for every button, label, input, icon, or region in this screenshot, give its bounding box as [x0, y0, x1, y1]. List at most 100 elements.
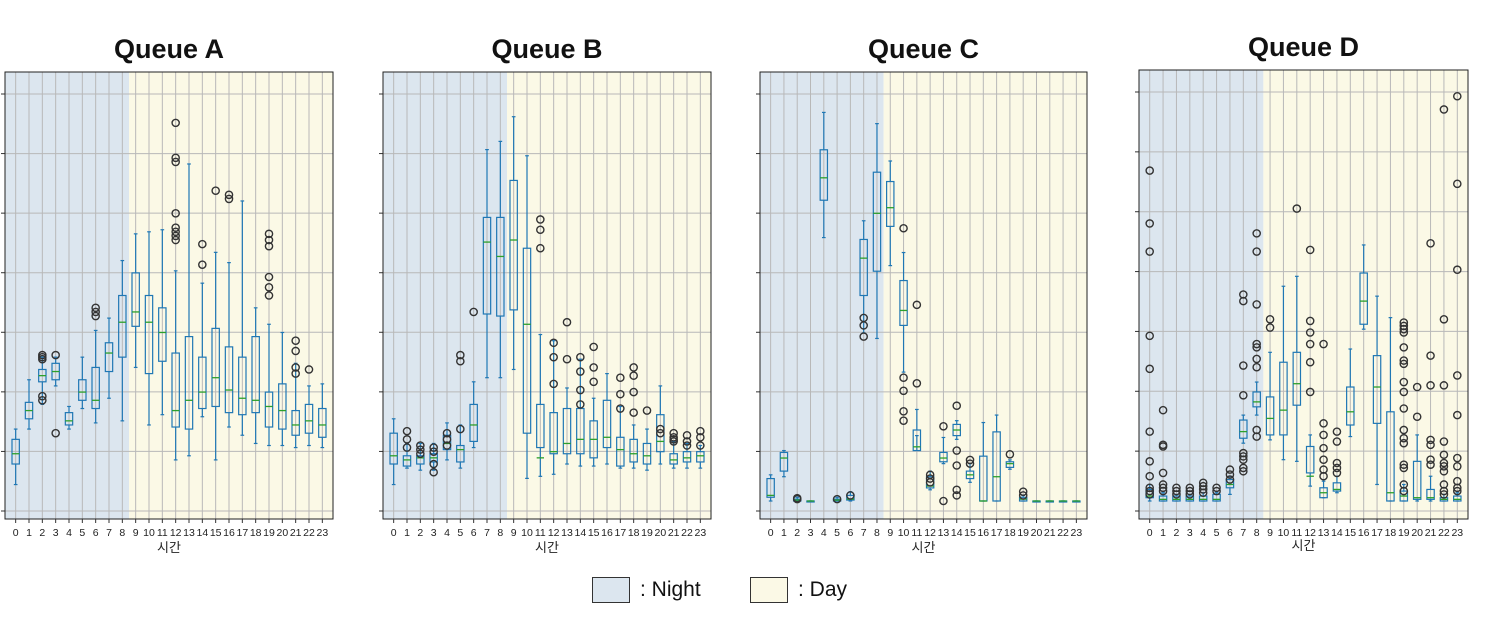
x-tick-label: 0	[1147, 527, 1153, 539]
box-18	[629, 363, 638, 469]
outlier-point	[1145, 364, 1154, 374]
outlier-point	[616, 373, 625, 383]
outlier-point	[1426, 460, 1435, 469]
outlier-point	[171, 157, 180, 167]
x-tick-label: 12	[1304, 527, 1316, 539]
box-iqr	[1158, 495, 1168, 502]
outlier-point	[696, 441, 705, 450]
x-axis-label: 시간	[535, 540, 559, 555]
box-4	[442, 422, 452, 461]
outlier-point	[402, 426, 412, 436]
x-axis-label: 시간	[157, 540, 181, 555]
outlier-point	[1158, 468, 1168, 478]
box-2	[416, 441, 425, 471]
outlier-point	[1305, 387, 1315, 397]
outlier-point	[682, 437, 692, 446]
outlier-point	[171, 208, 180, 218]
outlier-point	[899, 407, 908, 416]
box-iqr	[536, 403, 545, 449]
outlier-point	[1252, 362, 1261, 372]
outlier-point	[1145, 166, 1154, 175]
x-tick-label: 15	[1344, 527, 1356, 539]
outlier-point	[616, 404, 625, 413]
chart-panel: 0 1 2 3 4 5 6 7 8 9 10 11 12 13 14 15 16 17 18 19 20 21 22 23시간…	[1, 34, 334, 555]
box-iqr	[779, 451, 789, 472]
box-iqr	[278, 383, 287, 430]
outlier-point	[1145, 486, 1154, 496]
outlier-point	[1239, 290, 1248, 299]
day-region	[883, 72, 1087, 519]
box-iqr	[304, 403, 314, 434]
outlier-point	[549, 379, 558, 389]
outlier-point	[469, 307, 478, 317]
outlier-point	[1439, 437, 1449, 446]
outlier-point	[171, 153, 180, 163]
box-17	[992, 414, 1001, 502]
box-iqr	[402, 455, 412, 467]
x-tick-label: 14	[574, 527, 586, 539]
outlier-point	[1212, 483, 1221, 493]
box-23	[1453, 91, 1462, 502]
box-iqr	[509, 179, 518, 311]
box-15	[965, 455, 975, 483]
box-iqr	[1225, 478, 1235, 489]
x-tick-label: 8	[497, 527, 503, 539]
outlier-point	[1158, 440, 1168, 450]
box-2	[38, 350, 47, 406]
box-iqr	[1453, 495, 1462, 502]
box-11	[1292, 204, 1302, 462]
x-tick-label: 3	[431, 527, 437, 539]
outlier-point	[899, 373, 908, 383]
x-tick-label: 13	[938, 527, 950, 539]
box-iqr	[846, 494, 855, 501]
box-13	[562, 317, 572, 465]
box-12	[925, 470, 935, 491]
x-tick-label: 9	[1267, 527, 1273, 539]
outlier-point	[952, 485, 962, 495]
outlier-point	[589, 377, 598, 387]
outlier-point	[1158, 480, 1168, 489]
outlier-point	[1239, 361, 1248, 370]
outlier-point	[1399, 359, 1409, 369]
outlier-point	[264, 291, 274, 300]
box-iqr	[1292, 351, 1302, 406]
outlier-point	[899, 416, 908, 425]
box-iqr	[886, 180, 895, 227]
box-iqr	[198, 356, 207, 410]
box-19	[264, 229, 274, 447]
outlier-point	[416, 445, 425, 454]
outlier-point	[1172, 483, 1181, 493]
x-tick-label: 13	[1318, 527, 1330, 539]
box-iqr	[1372, 355, 1382, 424]
outlier-point	[291, 369, 300, 378]
x-tick-label: 18	[628, 527, 640, 539]
box-4	[1198, 478, 1208, 502]
box-iqr	[899, 279, 908, 326]
outlier-point	[1399, 318, 1409, 327]
outlier-point	[642, 406, 652, 415]
box-4	[64, 405, 74, 430]
x-tick-label: 10	[143, 527, 155, 539]
box-3	[51, 350, 60, 438]
box-iqr	[251, 336, 260, 414]
outlier-point	[198, 260, 207, 269]
outlier-point	[1305, 339, 1315, 349]
box-iqr	[642, 442, 652, 465]
outlier-point	[1252, 343, 1261, 352]
outlier-point	[171, 227, 180, 237]
box-14	[198, 239, 207, 418]
outlier-point	[38, 350, 47, 360]
outlier-point	[1426, 238, 1435, 248]
box-iqr	[1265, 396, 1275, 436]
outlier-point	[1399, 387, 1409, 397]
outlier-point	[1145, 331, 1154, 341]
box-9	[1265, 314, 1275, 441]
outlier-point	[1439, 314, 1449, 324]
box-10	[1279, 285, 1288, 461]
outlier-point	[456, 350, 465, 360]
outlier-point	[1265, 314, 1275, 324]
outlier-point	[91, 307, 100, 317]
box-20	[1412, 382, 1422, 502]
x-tick-label: 20	[276, 527, 288, 539]
x-tick-label: 6	[471, 527, 477, 539]
